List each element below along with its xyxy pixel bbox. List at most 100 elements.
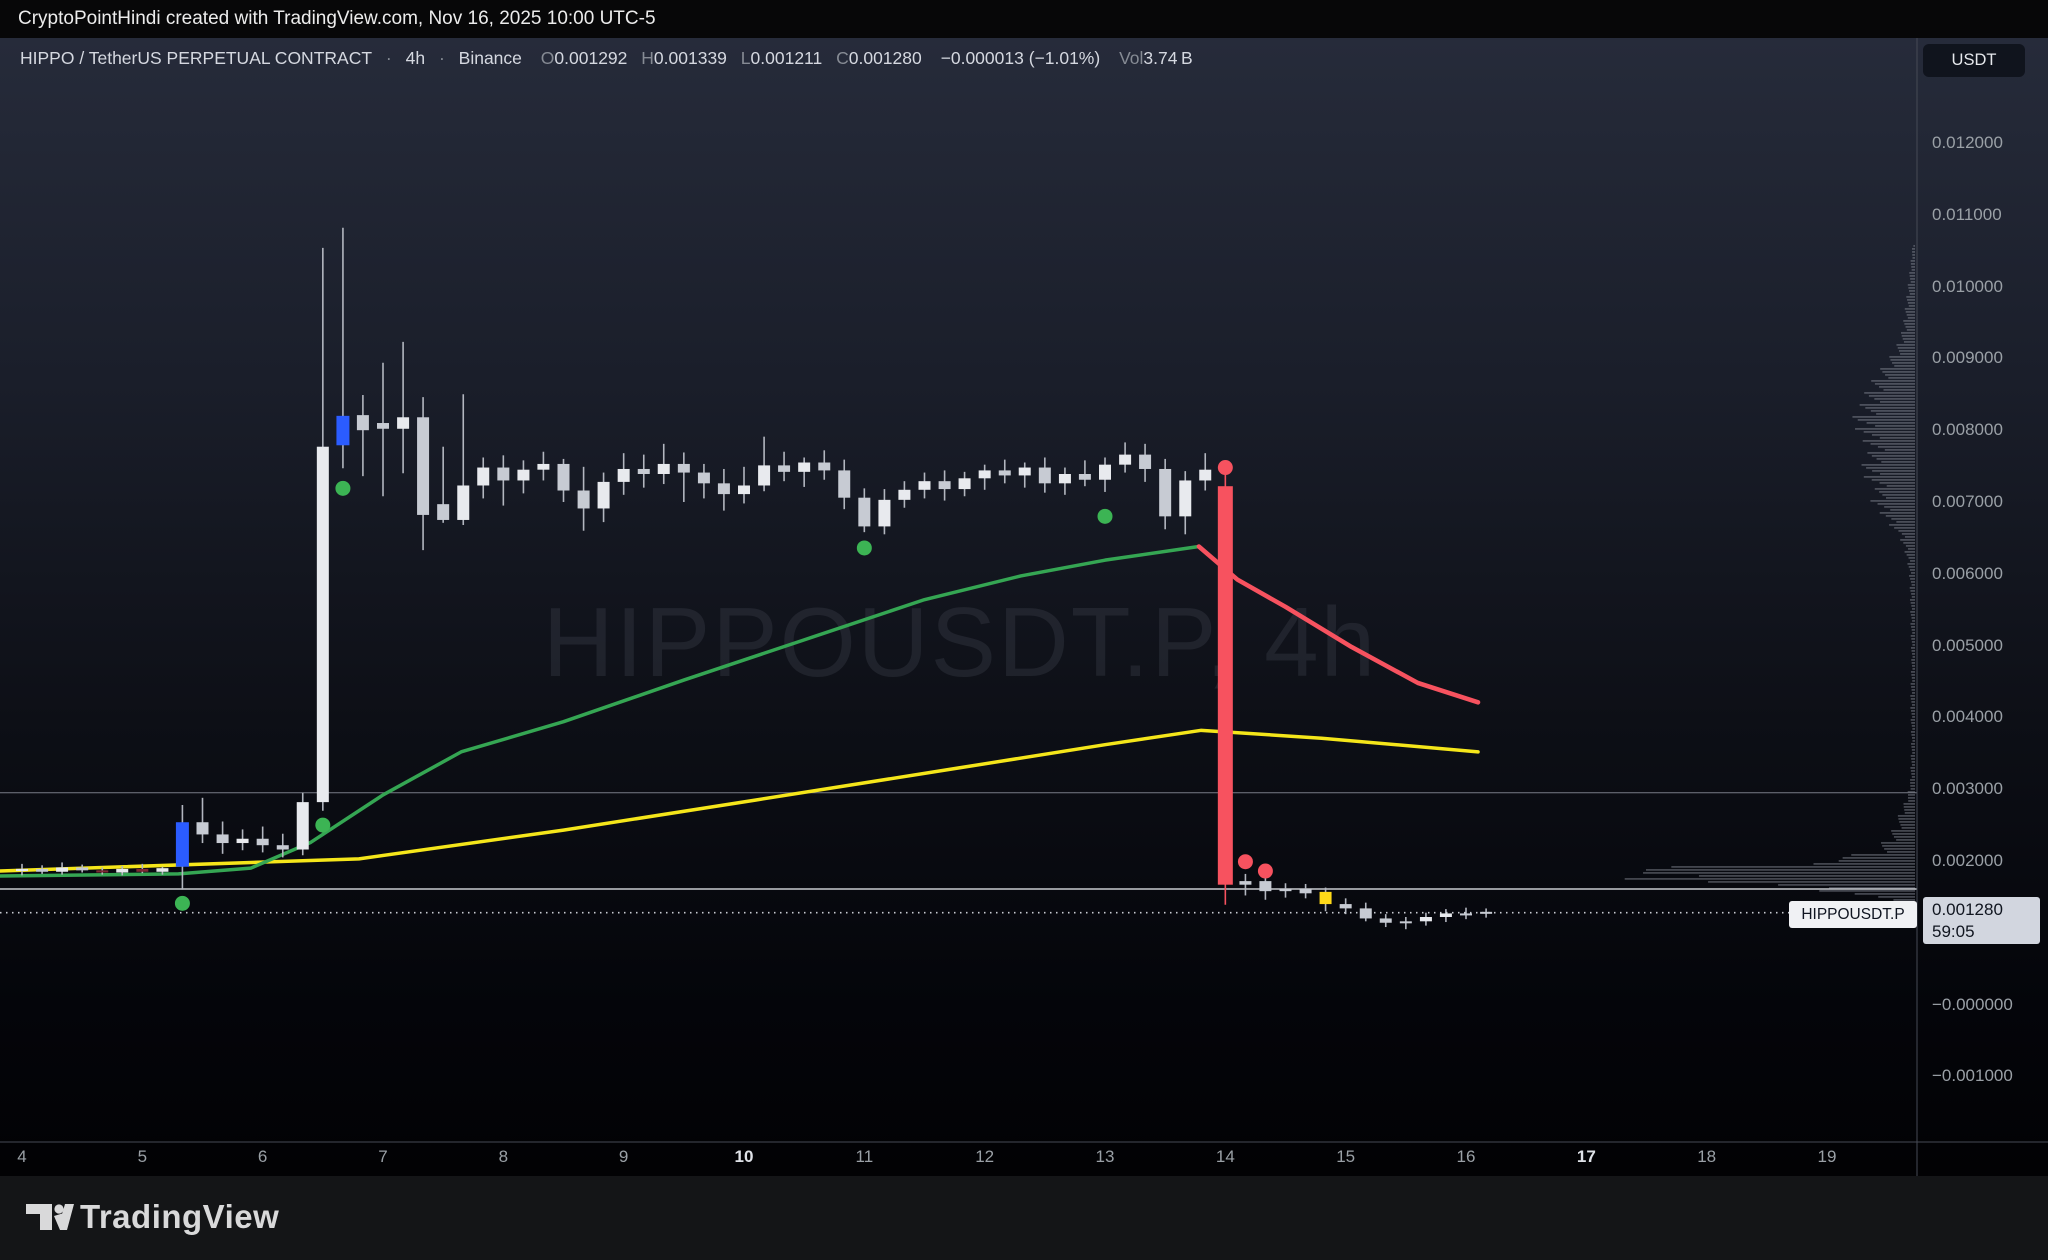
candle-body [256,838,269,846]
candle-body [116,868,129,873]
interval-label[interactable]: 4h [405,48,426,68]
candle-body [316,446,329,803]
candle-body [938,481,951,490]
volume-profile-bar [1896,521,1915,523]
volume-profile-bar [1910,602,1915,604]
time-axis-label: 16 [1456,1147,1476,1166]
symbol-legend: HIPPO / TetherUS PERPETUAL CONTRACT · 4h… [20,48,1193,69]
volume-profile-bar [1910,785,1915,787]
candle-body [336,415,350,446]
volume-profile-bar [1911,749,1915,751]
volume-profile-bar [1898,530,1915,532]
volume-profile-bar [1892,362,1915,364]
bar-countdown: 59:05 [1932,922,1975,941]
candle-body [1480,911,1493,914]
volume-profile-bar [1900,332,1915,334]
volume-profile-bar [1911,584,1915,586]
volume-profile-bar [1912,257,1915,259]
last-price-value: 0.001280 [1932,900,2003,919]
volume-profile-bar [1866,467,1915,469]
volume-profile-bar [1911,608,1915,610]
volume-profile-bar [1867,452,1915,454]
volume-profile-bar [1907,299,1915,301]
time-axis-label: 12 [975,1147,995,1166]
price-axis-label: 0.004000 [1932,707,2003,727]
volume-profile-bar [1911,572,1915,574]
symbol-price-flag[interactable]: HIPPOUSDT.P [1789,901,1917,928]
volume-profile-bar [1905,545,1915,547]
volume-profile-bar [1904,323,1915,325]
candle-body [36,868,49,872]
candle-body [838,470,851,498]
volume-profile-bar [1857,419,1915,421]
buy-signal-dot [856,540,872,556]
volume-profile-bar [1879,437,1915,439]
volume-profile-bar [1910,779,1915,781]
volume-profile-bar [1910,581,1915,583]
volume-profile-bar [1885,515,1915,517]
volume-profile-bar [1871,380,1915,382]
time-axis-label: 13 [1095,1147,1115,1166]
volume-profile-bar [1624,878,1915,880]
volume-profile-bar [1884,449,1915,451]
volume-profile-bar [1910,755,1915,757]
volume-profile-bar [1909,290,1915,292]
volume-profile-bar [1911,266,1915,268]
volume-profile-bar [1907,317,1915,319]
volume-profile-bar [1910,647,1915,649]
volume-profile-bar [1911,761,1915,763]
candle-body [437,504,450,520]
tradingview-wordmark[interactable]: TradingView [80,1198,280,1235]
low-label: L [740,48,751,68]
last-price-flag[interactable]: 0.001280 59:05 [1923,897,2040,944]
tradingview-logo-icon[interactable] [26,1200,78,1236]
volume-profile-bar [1905,311,1915,313]
high-label: H [641,48,654,68]
currency-toggle-button[interactable]: USDT [1923,44,2025,77]
price-axis-label: 0.005000 [1932,635,2003,655]
volume-profile-bar [1886,485,1915,487]
candle-body [778,465,791,472]
volume-profile-bar [1908,557,1915,559]
volume-profile-bar [1859,404,1915,406]
volume-profile-bar [1907,302,1915,304]
exchange-label: Binance [458,48,522,68]
symbol-title[interactable]: HIPPO / TetherUS PERPETUAL CONTRACT [20,48,373,68]
candle-body [858,497,871,527]
volume-profile-bar [1911,269,1915,271]
volume-profile-bar [1912,692,1915,694]
candle-body [677,463,690,473]
volume-profile-bar [1911,650,1915,652]
volume-profile-bar [1671,866,1915,868]
volume-profile-bar [1880,401,1915,403]
volume-profile-bar [1890,359,1915,361]
candle-body [1119,454,1132,465]
candle-body [1018,467,1031,476]
volume-profile-bar [1900,353,1915,355]
time-axis-label: 8 [498,1147,509,1166]
volume-profile-bar [1904,536,1915,538]
candle-body [1339,904,1352,909]
volume-profile-bar [1911,674,1915,676]
volume-profile-bar [1912,665,1915,667]
candle-body [156,868,169,872]
volume-profile-bar [1907,797,1915,799]
candle-body [617,468,630,482]
volume-profile-bar [1911,701,1915,703]
volume-profile-bar [1863,476,1915,478]
volume-profile-bar [1900,824,1915,826]
candle-body [196,822,209,835]
candle-body [1379,918,1392,923]
volume-profile-bar [1911,617,1915,619]
candle-body [76,867,89,871]
volume-profile-bar [1870,443,1915,445]
price-axis-label: 0.003000 [1932,779,2003,799]
volume-profile-bar [1908,305,1915,307]
volume-profile-bar [1910,278,1915,280]
volume-profile-bar [1911,629,1915,631]
volume-profile-bar [1910,611,1915,613]
volume-profile-bar [1894,365,1915,367]
price-axis-label: 0.011000 [1932,204,2002,224]
time-axis-label: 11 [855,1147,874,1166]
